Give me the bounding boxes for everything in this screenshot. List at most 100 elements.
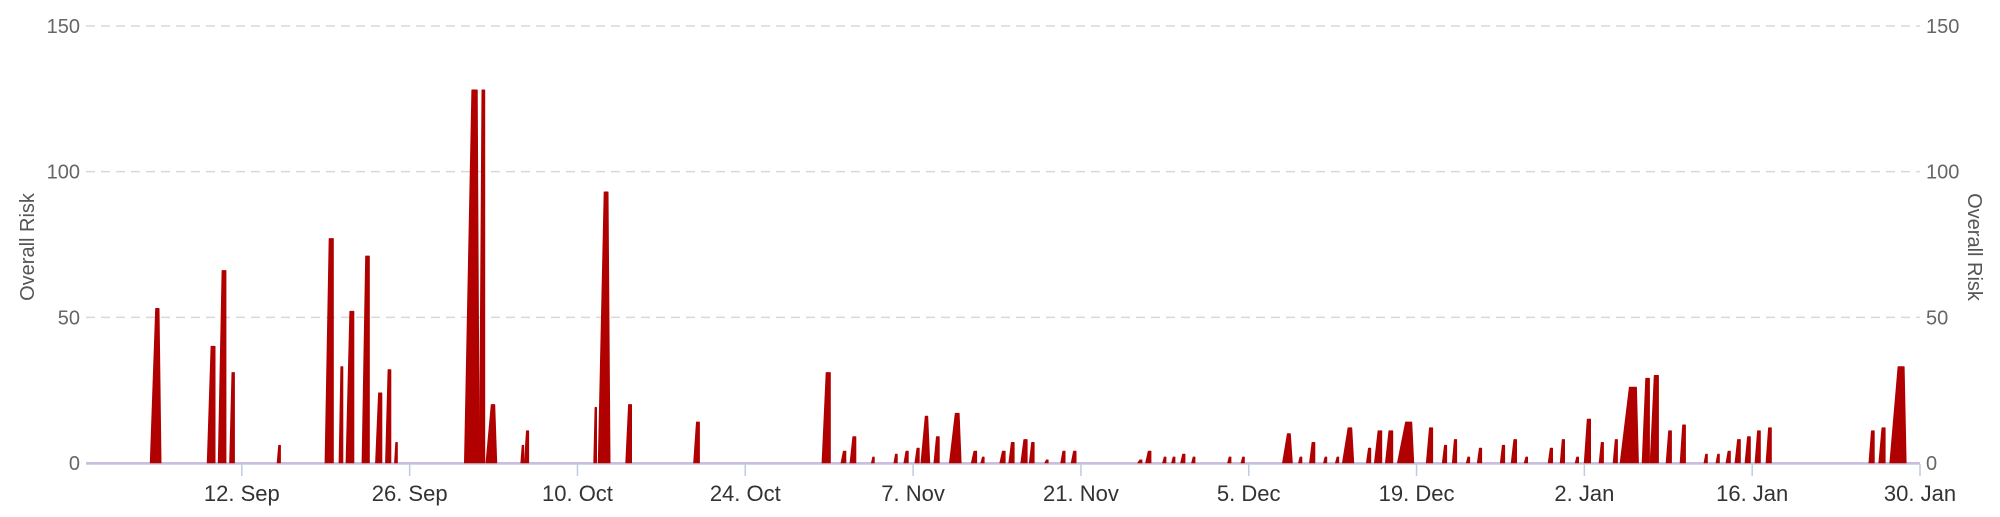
risk-spike-31 bbox=[948, 412, 962, 464]
risk-spike-16 bbox=[520, 444, 525, 464]
y-tick-right-50: 50 bbox=[1926, 307, 1948, 329]
x-tick-label-6: 21. Nov bbox=[1043, 481, 1119, 506]
risk-spike-72 bbox=[1612, 439, 1618, 464]
risk-spike-80 bbox=[1725, 450, 1731, 464]
y-tick-left-0: 0 bbox=[69, 453, 80, 475]
risk-spike-13 bbox=[464, 89, 480, 464]
risk-spike-41 bbox=[1137, 459, 1143, 464]
risk-spike-21 bbox=[693, 421, 700, 464]
risk-spike-85 bbox=[1868, 430, 1875, 464]
risk-spike-33 bbox=[980, 456, 985, 464]
risk-spike-23 bbox=[840, 450, 847, 464]
risk-spike-34 bbox=[999, 450, 1006, 464]
risk-spike-27 bbox=[903, 450, 909, 464]
risk-spike-18 bbox=[593, 407, 598, 464]
risk-spike-83 bbox=[1754, 430, 1761, 464]
risk-spike-28 bbox=[914, 447, 920, 464]
x-tick-label-4: 24. Oct bbox=[710, 481, 781, 506]
risk-spike-61 bbox=[1451, 439, 1458, 464]
risk-spike-73 bbox=[1619, 386, 1639, 464]
y-axis-title-left: Overall Risk bbox=[17, 192, 39, 301]
risk-spike-86 bbox=[1878, 427, 1886, 464]
risk-spike-49 bbox=[1282, 433, 1293, 464]
risk-spike-47 bbox=[1227, 456, 1232, 464]
x-tick-label-10: 16. Jan bbox=[1716, 481, 1788, 506]
risk-spike-75 bbox=[1649, 375, 1659, 464]
y-tick-right-150: 150 bbox=[1926, 16, 1959, 38]
risk-spike-45 bbox=[1180, 453, 1186, 464]
risk-spike-4 bbox=[229, 372, 235, 464]
risk-spike-50 bbox=[1298, 456, 1303, 464]
risk-spike-76 bbox=[1665, 430, 1672, 464]
risk-spike-78 bbox=[1703, 453, 1708, 464]
x-tick-label-2: 26. Sep bbox=[372, 481, 448, 506]
risk-spike-15 bbox=[485, 404, 498, 464]
risk-spike-46 bbox=[1191, 456, 1196, 464]
risk-spike-19 bbox=[597, 191, 611, 464]
risk-spike-44 bbox=[1171, 456, 1176, 464]
x-tick-label-8: 19. Dec bbox=[1379, 481, 1455, 506]
risk-spike-40 bbox=[1070, 450, 1077, 464]
risk-spike-39 bbox=[1060, 450, 1066, 464]
risk-spike-57 bbox=[1384, 430, 1394, 464]
risk-spike-11 bbox=[385, 369, 392, 464]
risk-spike-55 bbox=[1365, 447, 1372, 464]
risk-spike-65 bbox=[1510, 439, 1518, 464]
risk-spike-87 bbox=[1889, 366, 1907, 464]
risk-spike-2 bbox=[206, 345, 216, 464]
x-tick-label-9: 2. Jan bbox=[1554, 481, 1614, 506]
risk-spike-56 bbox=[1373, 430, 1383, 464]
plot-area bbox=[86, 89, 1920, 464]
risk-spike-53 bbox=[1334, 456, 1340, 464]
risk-spike-9 bbox=[361, 255, 370, 464]
risk-spike-66 bbox=[1523, 456, 1529, 464]
risk-spike-64 bbox=[1499, 444, 1506, 464]
risk-spike-79 bbox=[1715, 453, 1720, 464]
x-tick-label-7: 5. Dec bbox=[1217, 481, 1281, 506]
x-tick-label-11: 30. Jan bbox=[1884, 481, 1956, 506]
risk-spike-62 bbox=[1465, 456, 1471, 464]
risk-spike-32 bbox=[970, 450, 978, 464]
risk-spike-20 bbox=[625, 404, 633, 464]
y-axis-title-right: Overall Risk bbox=[1963, 193, 1985, 302]
y-tick-right-0: 0 bbox=[1926, 453, 1937, 475]
y-tick-left-100: 100 bbox=[47, 162, 80, 184]
risk-spike-12 bbox=[394, 442, 398, 464]
risk-spike-68 bbox=[1559, 439, 1566, 464]
risk-spike-30 bbox=[933, 436, 940, 464]
y-axis-right: 0 50 100 150 bbox=[1926, 16, 1959, 475]
risk-spike-17 bbox=[523, 430, 530, 464]
risk-spike-60 bbox=[1441, 444, 1448, 464]
risk-spike-42 bbox=[1145, 450, 1152, 464]
risk-spike-1 bbox=[149, 308, 162, 464]
risk-spike-52 bbox=[1323, 456, 1328, 464]
y-tick-left-50: 50 bbox=[58, 307, 80, 329]
x-tick-label-1: 12. Sep bbox=[204, 481, 280, 506]
risk-spike-63 bbox=[1476, 447, 1483, 464]
risk-spike-6 bbox=[324, 238, 334, 464]
risk-spike-48 bbox=[1240, 456, 1245, 464]
risk-spike-54 bbox=[1341, 427, 1355, 464]
risk-spike-84 bbox=[1765, 427, 1772, 464]
risk-spike-24 bbox=[849, 436, 857, 464]
risk-spike-69 bbox=[1574, 456, 1580, 464]
grid-lines bbox=[86, 25, 1920, 319]
risk-spike-82 bbox=[1744, 436, 1751, 464]
risk-spike-51 bbox=[1309, 442, 1316, 464]
risk-spike-58 bbox=[1396, 421, 1415, 464]
risk-spike-5 bbox=[276, 444, 281, 464]
risk-spike-7 bbox=[338, 366, 344, 464]
risk-spike-25 bbox=[870, 456, 875, 464]
risk-spike-38 bbox=[1044, 459, 1049, 464]
risk-spike-26 bbox=[893, 453, 898, 464]
risk-spike-22 bbox=[821, 372, 831, 464]
x-tick-label-5: 7. Nov bbox=[881, 481, 945, 506]
risk-spike-37 bbox=[1028, 442, 1035, 464]
risk-spike-35 bbox=[1008, 442, 1015, 464]
y-tick-left-150: 150 bbox=[47, 16, 80, 38]
risk-spike-29 bbox=[920, 415, 931, 464]
x-tick-label-3: 10. Oct bbox=[542, 481, 613, 506]
risk-spike-36 bbox=[1020, 439, 1028, 464]
risk-spike-70 bbox=[1583, 418, 1592, 464]
